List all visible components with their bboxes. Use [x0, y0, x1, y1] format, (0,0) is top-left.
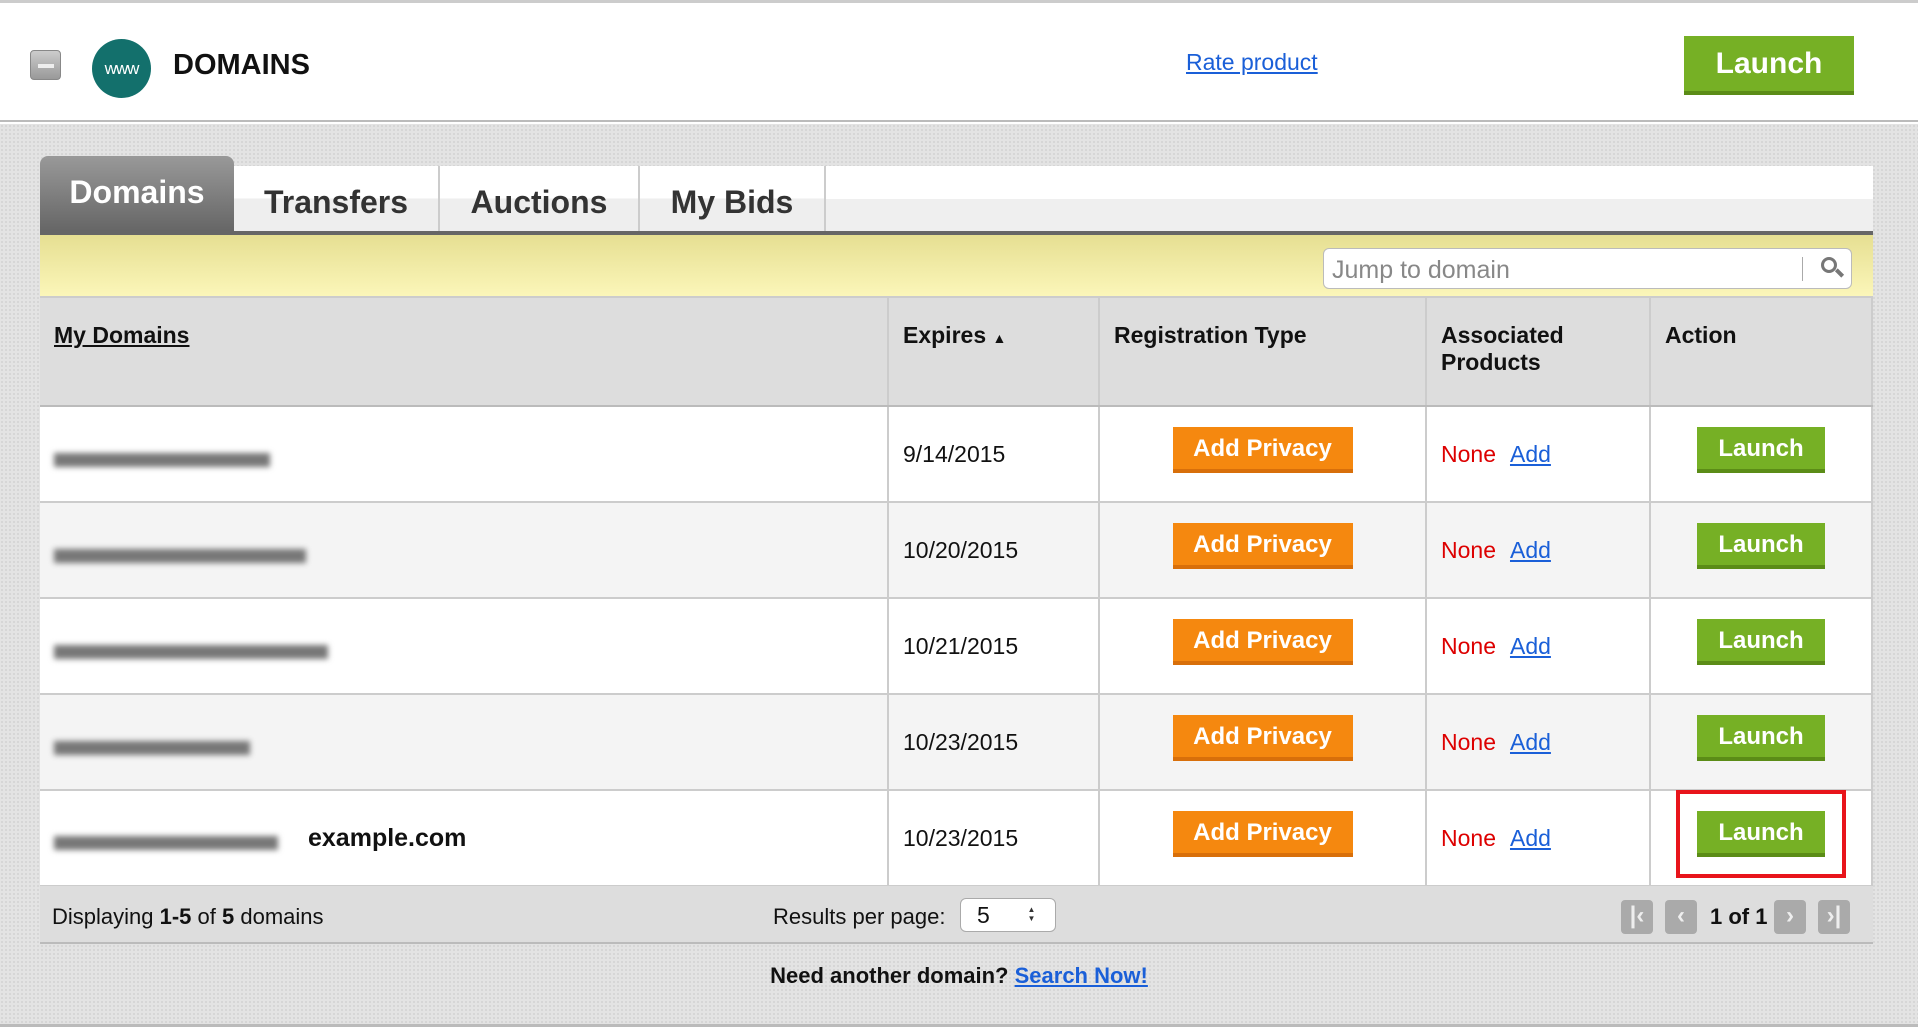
jump-to-domain-input[interactable]: Jump to domain — [1323, 248, 1852, 289]
results-per-page-select[interactable]: 5 — [960, 898, 1056, 932]
expires-cell: 9/14/2015 — [888, 406, 1100, 503]
table-row: 10/21/2015 Add Privacy None Add Launch — [40, 598, 1873, 695]
launch-button[interactable]: Launch — [1684, 36, 1854, 95]
launch-button[interactable]: Launch — [1697, 427, 1825, 473]
www-logo-icon: www — [92, 39, 151, 98]
widget-header: www DOMAINS Rate product Launch — [0, 3, 1918, 122]
rate-product-link[interactable]: Rate product — [1186, 49, 1318, 75]
add-link[interactable]: Add — [1509, 824, 1551, 851]
expires-cell: 10/23/2015 — [888, 790, 1100, 887]
blurred-domain-name[interactable] — [54, 836, 278, 851]
add-privacy-button[interactable]: Add Privacy — [1172, 619, 1353, 665]
none-label: None — [1441, 536, 1496, 563]
tab-domains[interactable]: Domains — [40, 156, 234, 231]
search-prompt: Need another domain? Search Now! — [770, 963, 1148, 988]
blurred-domain-name[interactable] — [54, 645, 328, 660]
launch-button[interactable]: Launch — [1697, 619, 1825, 665]
domain-label: example.com — [308, 823, 467, 852]
expires-header[interactable]: Expires ▲ — [888, 298, 1100, 407]
table-row: 10/20/2015 Add Privacy None Add Launch — [40, 502, 1873, 599]
add-privacy-button[interactable]: Add Privacy — [1172, 523, 1353, 569]
action-header: Action — [1650, 298, 1873, 407]
next-page-icon[interactable]: › — [1774, 900, 1806, 934]
registration-type-header: Registration Type — [1099, 298, 1427, 407]
table-header-row: My Domains Expires ▲ Registration Type A… — [40, 298, 1873, 407]
prev-page-icon[interactable]: ‹ — [1665, 900, 1697, 934]
add-link[interactable]: Add — [1509, 632, 1551, 659]
tab-my-bids[interactable]: My Bids — [640, 166, 826, 231]
widget-title: DOMAINS — [173, 49, 310, 81]
table-row: example.com 10/23/2015 Add Privacy None A… — [40, 790, 1873, 887]
add-privacy-button[interactable]: Add Privacy — [1172, 427, 1353, 473]
search-icon[interactable] — [1821, 257, 1837, 273]
none-label: None — [1441, 728, 1496, 755]
none-label: None — [1441, 824, 1496, 851]
launch-button[interactable]: Launch — [1697, 715, 1825, 761]
expires-cell: 10/20/2015 — [888, 502, 1100, 599]
displaying-text: Displaying 1-5 of 5 domains — [52, 904, 324, 929]
none-label: None — [1441, 632, 1496, 659]
top-border — [0, 0, 1918, 3]
my-domains-header[interactable]: My Domains — [54, 322, 190, 348]
sort-asc-icon: ▲ — [992, 330, 1007, 346]
add-link[interactable]: Add — [1509, 440, 1551, 467]
add-privacy-button[interactable]: Add Privacy — [1172, 811, 1353, 857]
launch-button[interactable]: Launch — [1697, 523, 1825, 569]
add-link[interactable]: Add — [1509, 536, 1551, 563]
launch-button-highlighted[interactable]: Launch — [1676, 790, 1846, 878]
table-row: 9/14/2015 Add Privacy None Add Launch — [40, 406, 1873, 503]
associated-products-header: Associated Products — [1426, 298, 1651, 407]
domains-table: My Domains Expires ▲ Registration Type A… — [40, 298, 1873, 887]
table-row: 10/23/2015 Add Privacy None Add Launch — [40, 694, 1873, 791]
blurred-domain-name[interactable] — [54, 549, 306, 564]
page-info: 1 of 1 — [1710, 904, 1768, 929]
first-page-icon[interactable]: |‹ — [1621, 900, 1653, 934]
blurred-domain-name[interactable] — [54, 741, 250, 756]
search-placeholder: Jump to domain — [1332, 256, 1510, 284]
search-now-link[interactable]: Search Now! — [1014, 963, 1148, 988]
add-privacy-button[interactable]: Add Privacy — [1172, 715, 1353, 761]
last-page-icon[interactable]: ›| — [1818, 900, 1850, 934]
blurred-domain-name[interactable] — [54, 453, 270, 468]
expires-cell: 10/21/2015 — [888, 598, 1100, 695]
collapse-icon[interactable] — [30, 50, 61, 80]
tab-transfers[interactable]: Transfers — [234, 166, 440, 231]
none-label: None — [1441, 440, 1496, 467]
expires-cell: 10/23/2015 — [888, 694, 1100, 791]
table-footer: Displaying 1-5 of 5 domains Results per … — [40, 886, 1873, 944]
add-link[interactable]: Add — [1509, 728, 1551, 755]
search-bar: Jump to domain — [40, 235, 1873, 298]
tab-bar: Domains Transfers Auctions My Bids — [40, 156, 1873, 235]
tab-auctions[interactable]: Auctions — [440, 166, 640, 231]
results-per-page-label: Results per page: — [773, 904, 946, 929]
